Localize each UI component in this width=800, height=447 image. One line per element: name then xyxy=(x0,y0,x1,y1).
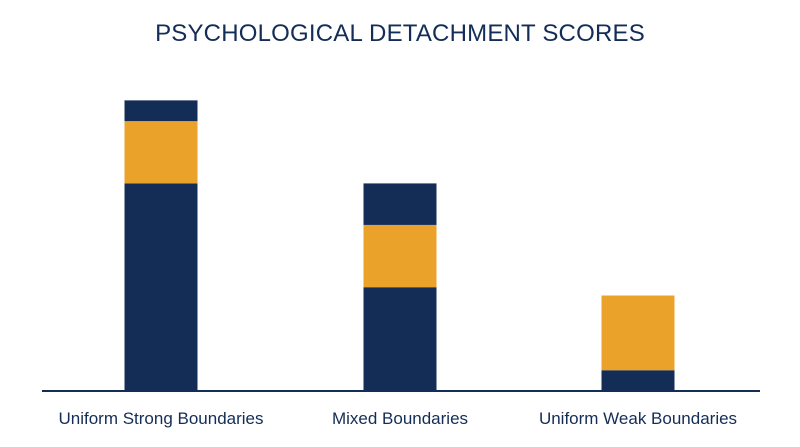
bar-segment-3-2 xyxy=(601,295,675,371)
bar-segment-1-3 xyxy=(124,100,198,122)
x-tick-label: Uniform Strong Boundaries xyxy=(58,409,263,428)
x-tick-label: Mixed Boundaries xyxy=(332,409,468,428)
bar-segment-1-1 xyxy=(124,183,198,391)
bars-group xyxy=(124,100,675,391)
tick-labels-group: Uniform Strong Boundaries Mixed Boundarie… xyxy=(58,409,737,428)
bar-segment-2-2 xyxy=(363,224,437,288)
x-tick-label: Uniform Weak Boundaries xyxy=(539,409,737,428)
chart-title: PSYCHOLOGICAL DETACHMENT SCORES xyxy=(155,20,645,47)
bar-segment-2-1 xyxy=(363,287,437,391)
bar-segment-3-1 xyxy=(601,370,675,391)
bar-segment-2-3 xyxy=(363,183,437,225)
bar-segment-1-2 xyxy=(124,121,198,184)
